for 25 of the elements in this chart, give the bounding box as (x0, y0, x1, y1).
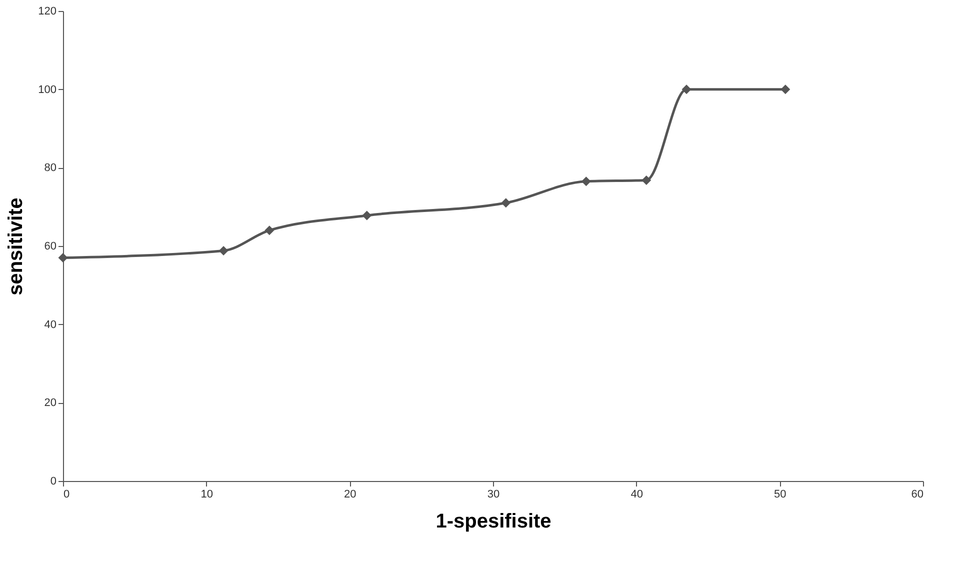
y-tick-label: 40 (44, 318, 56, 331)
x-tick-label: 40 (630, 488, 643, 500)
point (58, 253, 68, 262)
x-tick-label: 0 (64, 488, 70, 500)
y-tick-label: 80 (44, 162, 56, 174)
point (264, 226, 274, 236)
point (362, 210, 372, 220)
y-tick-label: 60 (44, 240, 56, 252)
x-tick-label: 20 (344, 488, 356, 500)
y-tick-label: 120 (38, 6, 56, 18)
y-tick-label: 0 (50, 476, 56, 488)
y-axis-title: sensitivite (5, 198, 28, 296)
point (780, 84, 790, 94)
x-tick-label: 60 (911, 488, 924, 500)
point (218, 246, 228, 256)
x-tick-label: 50 (774, 488, 786, 500)
point (501, 198, 511, 208)
x-tick-label: 10 (200, 488, 213, 500)
x-tick-label: 30 (487, 488, 500, 500)
point (581, 176, 591, 186)
point (682, 84, 692, 94)
point (642, 175, 652, 185)
y-tick-label: 100 (38, 84, 56, 96)
y-tick-label: 20 (44, 397, 56, 410)
x-axis-title: 1-spesifisite (436, 510, 552, 532)
